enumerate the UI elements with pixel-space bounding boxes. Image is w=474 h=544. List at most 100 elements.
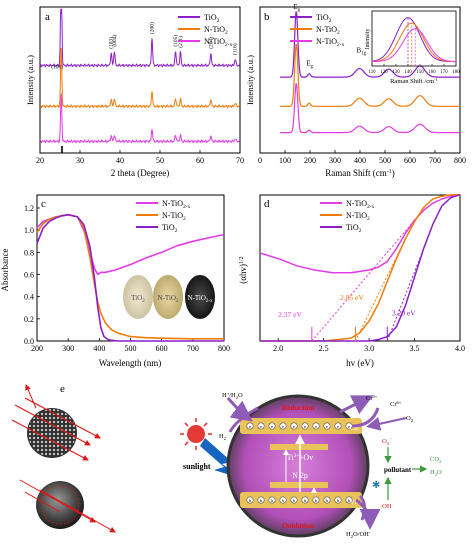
hole-dot xyxy=(290,496,298,504)
inset-tick-label: 130 xyxy=(392,70,400,75)
peak-label: (103) xyxy=(108,37,115,49)
absorbance-line xyxy=(36,213,224,342)
hole-dot xyxy=(323,496,331,504)
nanoparticle-bottom xyxy=(19,479,116,533)
ti3-ov-label: Ti3++Ov xyxy=(287,453,313,462)
electron-symbol: e xyxy=(304,424,306,429)
electron-dot xyxy=(334,422,342,430)
x-tick-label: 700 xyxy=(187,344,199,353)
powder-sample xyxy=(153,275,183,319)
panel-b-xlabel: Raman Shift (cm-1) xyxy=(325,168,395,178)
x-tick-label: 200 xyxy=(304,156,316,165)
x-tick-label: 400 xyxy=(354,156,366,165)
x-tick-label: 4.0 xyxy=(455,344,465,353)
y-tick-label: 0.0 xyxy=(24,337,34,346)
electron-symbol: e xyxy=(348,424,350,429)
electron-symbol: e xyxy=(315,424,317,429)
electron-dot xyxy=(268,422,276,430)
hole-dot xyxy=(301,496,309,504)
panel-c-ylabel: Absorbance xyxy=(0,249,10,292)
hole-dot xyxy=(246,496,254,504)
y-tick-label: 0.8 xyxy=(24,248,34,257)
h2o-product-label: H2O xyxy=(430,469,442,477)
panel-c-powders: TiO2 N-TiO2 N-TiO2-x xyxy=(123,275,215,319)
legend-entry: N-TiO2-x xyxy=(346,199,375,210)
electron-symbol: e xyxy=(271,424,273,429)
x-tick-label: 3.0 xyxy=(364,344,374,353)
panel-e-letter: e xyxy=(60,383,65,395)
x-tick-label: 700 xyxy=(429,156,441,165)
x-tick-label: 500 xyxy=(379,156,391,165)
inset-tick-label: 140 xyxy=(404,70,412,75)
raman-spectrum-line xyxy=(280,83,460,134)
x-tick-label: 3.5 xyxy=(410,344,420,353)
raman-mode-label: B1g xyxy=(357,46,367,56)
x-tick-label: 30 xyxy=(76,156,84,165)
electron-dot xyxy=(312,422,320,430)
x-tick-label: 600 xyxy=(404,156,416,165)
powder-label: TiO2 xyxy=(131,294,145,304)
x-tick-label: 20 xyxy=(36,156,44,165)
peak-label: (004) xyxy=(111,35,118,47)
electron-dot xyxy=(257,422,265,430)
h2-label: H2 xyxy=(219,433,226,441)
panel-d: d 2.0 2.5 3.0 3.5 4.0 2.37 eV2.85 eV3.20 eV … xyxy=(238,193,465,368)
electron-symbol: e xyxy=(282,424,284,429)
lightning-bolt-icon xyxy=(200,438,246,480)
electron-symbol: e xyxy=(293,424,295,429)
bandgap-label: 3.20 eV xyxy=(392,308,416,317)
panel-b-ylabel: Intensity (a.u.) xyxy=(245,55,255,105)
x-tick-label: 800 xyxy=(218,344,230,353)
x-tick-label: 600 xyxy=(156,344,168,353)
vb-label: VB xyxy=(350,500,358,506)
x-tick-label: 0 xyxy=(258,156,262,165)
panel-e: e xyxy=(11,383,442,539)
cb-label: CB xyxy=(350,426,358,432)
powder-sample xyxy=(123,275,153,319)
y-tick-label: 0.2 xyxy=(24,315,34,324)
electron-dot xyxy=(290,422,298,430)
x-tick-label: 300 xyxy=(329,156,341,165)
panel-d-ylabel: (αhv)1/2 xyxy=(238,256,248,283)
panel-c-series xyxy=(36,213,225,342)
x-tick-label: 400 xyxy=(93,344,105,353)
legend-entry: N-TiO2-x xyxy=(204,37,233,48)
legend-entry: N-TiO2 xyxy=(316,25,340,36)
legend-entry: N-TiO2 xyxy=(346,211,370,222)
x-tick-label: 2.0 xyxy=(273,344,283,353)
legend-entry: TiO2 xyxy=(346,223,362,234)
hole-symbol: h xyxy=(326,498,329,503)
legend-entry: TiO2 xyxy=(204,13,220,24)
electron-symbol: e xyxy=(337,424,339,429)
hole-dot xyxy=(279,496,287,504)
x-tick-label: 300 xyxy=(62,344,74,353)
hole-symbol: h xyxy=(293,498,296,503)
bandgap-label: 2.37 eV xyxy=(278,310,302,319)
oxidation-label: Oxidation xyxy=(282,521,315,530)
panel-a-xlabel: 2 theta (Degree) xyxy=(111,168,169,178)
h-plus-h2o-label: H+/H2O xyxy=(222,391,243,400)
xrd-pattern-line xyxy=(39,8,241,68)
electron-symbol: e xyxy=(260,424,262,429)
peak-label: (200) xyxy=(149,22,156,34)
panel-a-xticks: 20 30 40 50 60 70 xyxy=(36,150,244,165)
legend-entry: TiO2 xyxy=(316,13,332,24)
cr3-label: Cr3+ xyxy=(366,394,378,402)
inset-line xyxy=(371,17,456,63)
panel-d-xlabel: hv (eV) xyxy=(346,358,374,368)
bandgap-label: 2.85 eV xyxy=(340,293,364,302)
panel-b-series xyxy=(280,11,460,134)
hole-dot xyxy=(268,496,276,504)
hole-symbol: h xyxy=(348,498,351,503)
legend-entry: N-TiO2 xyxy=(162,211,186,222)
peak-label: (116) xyxy=(232,43,239,55)
co2-label: CO2 xyxy=(430,456,441,464)
peak-label: (101) xyxy=(51,63,63,70)
legend-entry: N-TiO2-x xyxy=(316,37,345,48)
inset-xlabel: Raman Shift /cm-1 xyxy=(390,77,438,85)
o2-label: O2 xyxy=(406,415,413,423)
tauc-plot-line xyxy=(260,193,460,342)
